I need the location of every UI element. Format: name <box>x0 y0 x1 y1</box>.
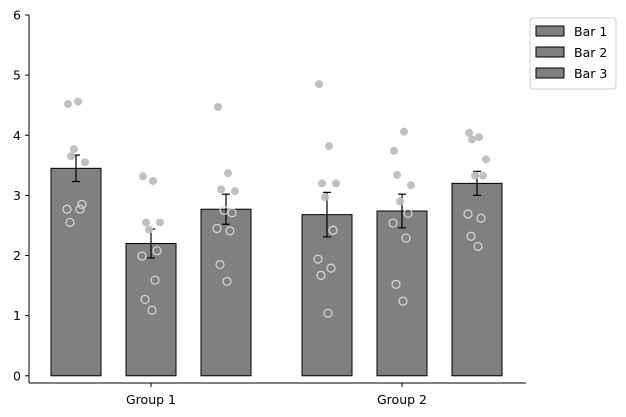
y-tick-label: 0 <box>13 368 21 383</box>
data-point <box>393 170 401 179</box>
data-point <box>403 208 413 219</box>
data-point <box>212 223 222 234</box>
data-point <box>315 80 323 89</box>
error-bars-layer <box>72 154 481 259</box>
y-tick-label: 4 <box>13 128 21 143</box>
data-point <box>401 233 411 243</box>
legend-swatch <box>535 67 565 79</box>
bar <box>125 242 177 377</box>
data-point <box>316 270 326 280</box>
data-point <box>231 187 239 196</box>
data-point <box>64 99 72 108</box>
legend: Bar 1 Bar 2 Bar 3 <box>529 17 617 90</box>
y-tick-label: 6 <box>13 8 21 23</box>
data-point <box>388 218 398 228</box>
x-tick-label: Group 2 <box>377 392 427 407</box>
data-point <box>323 308 333 318</box>
y-tick-label: 5 <box>13 68 21 83</box>
y-tick-label: 2 <box>13 248 21 263</box>
data-point <box>476 213 486 223</box>
bar <box>451 182 503 377</box>
bar <box>376 210 428 377</box>
data-point <box>139 172 147 181</box>
legend-label: Bar 3 <box>574 66 607 81</box>
data-point <box>466 231 476 241</box>
bars-layer <box>50 167 503 377</box>
data-point <box>74 97 82 106</box>
data-point <box>332 179 340 188</box>
data-point <box>215 259 225 270</box>
points-layer <box>62 80 490 318</box>
data-point <box>70 145 78 154</box>
data-point <box>463 209 473 219</box>
data-point <box>321 193 329 202</box>
data-point <box>217 185 225 194</box>
x-ticks: Group 1 Group 2 <box>126 383 427 407</box>
axes <box>28 15 526 384</box>
data-point <box>149 176 157 185</box>
legend-label: Bar 1 <box>574 24 607 39</box>
x-tick-label: Group 1 <box>126 392 176 407</box>
data-point <box>473 241 483 252</box>
data-point <box>145 225 153 234</box>
data-point <box>156 218 164 227</box>
y-tick-label: 3 <box>13 188 21 203</box>
data-point <box>328 225 338 235</box>
data-point <box>65 217 75 228</box>
data-point <box>222 276 232 286</box>
data-point <box>227 208 237 218</box>
data-point <box>396 197 404 206</box>
data-point <box>214 103 222 111</box>
legend-items: Bar 1 Bar 2 Bar 3 <box>535 24 607 81</box>
data-point <box>326 263 336 273</box>
bar <box>50 167 102 377</box>
data-point <box>75 204 85 214</box>
data-point <box>150 275 160 285</box>
legend-label: Bar 2 <box>574 45 607 60</box>
data-point <box>137 251 147 261</box>
data-point <box>224 169 232 178</box>
data-point <box>390 146 398 155</box>
data-point <box>325 142 333 151</box>
data-point <box>398 296 408 306</box>
data-point <box>142 218 150 227</box>
data-point <box>400 127 408 136</box>
data-point <box>318 179 326 188</box>
data-point <box>225 226 235 236</box>
data-point <box>62 204 72 214</box>
data-point <box>77 199 87 210</box>
bar <box>301 214 353 377</box>
data-point <box>140 294 150 305</box>
data-point <box>152 246 162 256</box>
data-point <box>391 279 401 289</box>
data-point <box>468 135 476 144</box>
data-point <box>313 254 323 264</box>
data-point <box>147 305 157 315</box>
data-point <box>475 133 483 142</box>
data-point <box>482 155 490 164</box>
legend-swatch <box>535 46 565 58</box>
data-point <box>471 171 479 180</box>
data-point <box>465 128 473 137</box>
bar <box>200 208 252 377</box>
data-point <box>81 158 89 167</box>
data-point <box>67 152 75 161</box>
data-point <box>219 205 229 216</box>
data-point <box>407 181 415 190</box>
legend-swatch <box>535 25 565 37</box>
y-tick-label: 1 <box>13 308 21 323</box>
data-point <box>479 171 487 180</box>
y-ticks: 0 1 2 3 4 5 6 <box>13 8 29 383</box>
